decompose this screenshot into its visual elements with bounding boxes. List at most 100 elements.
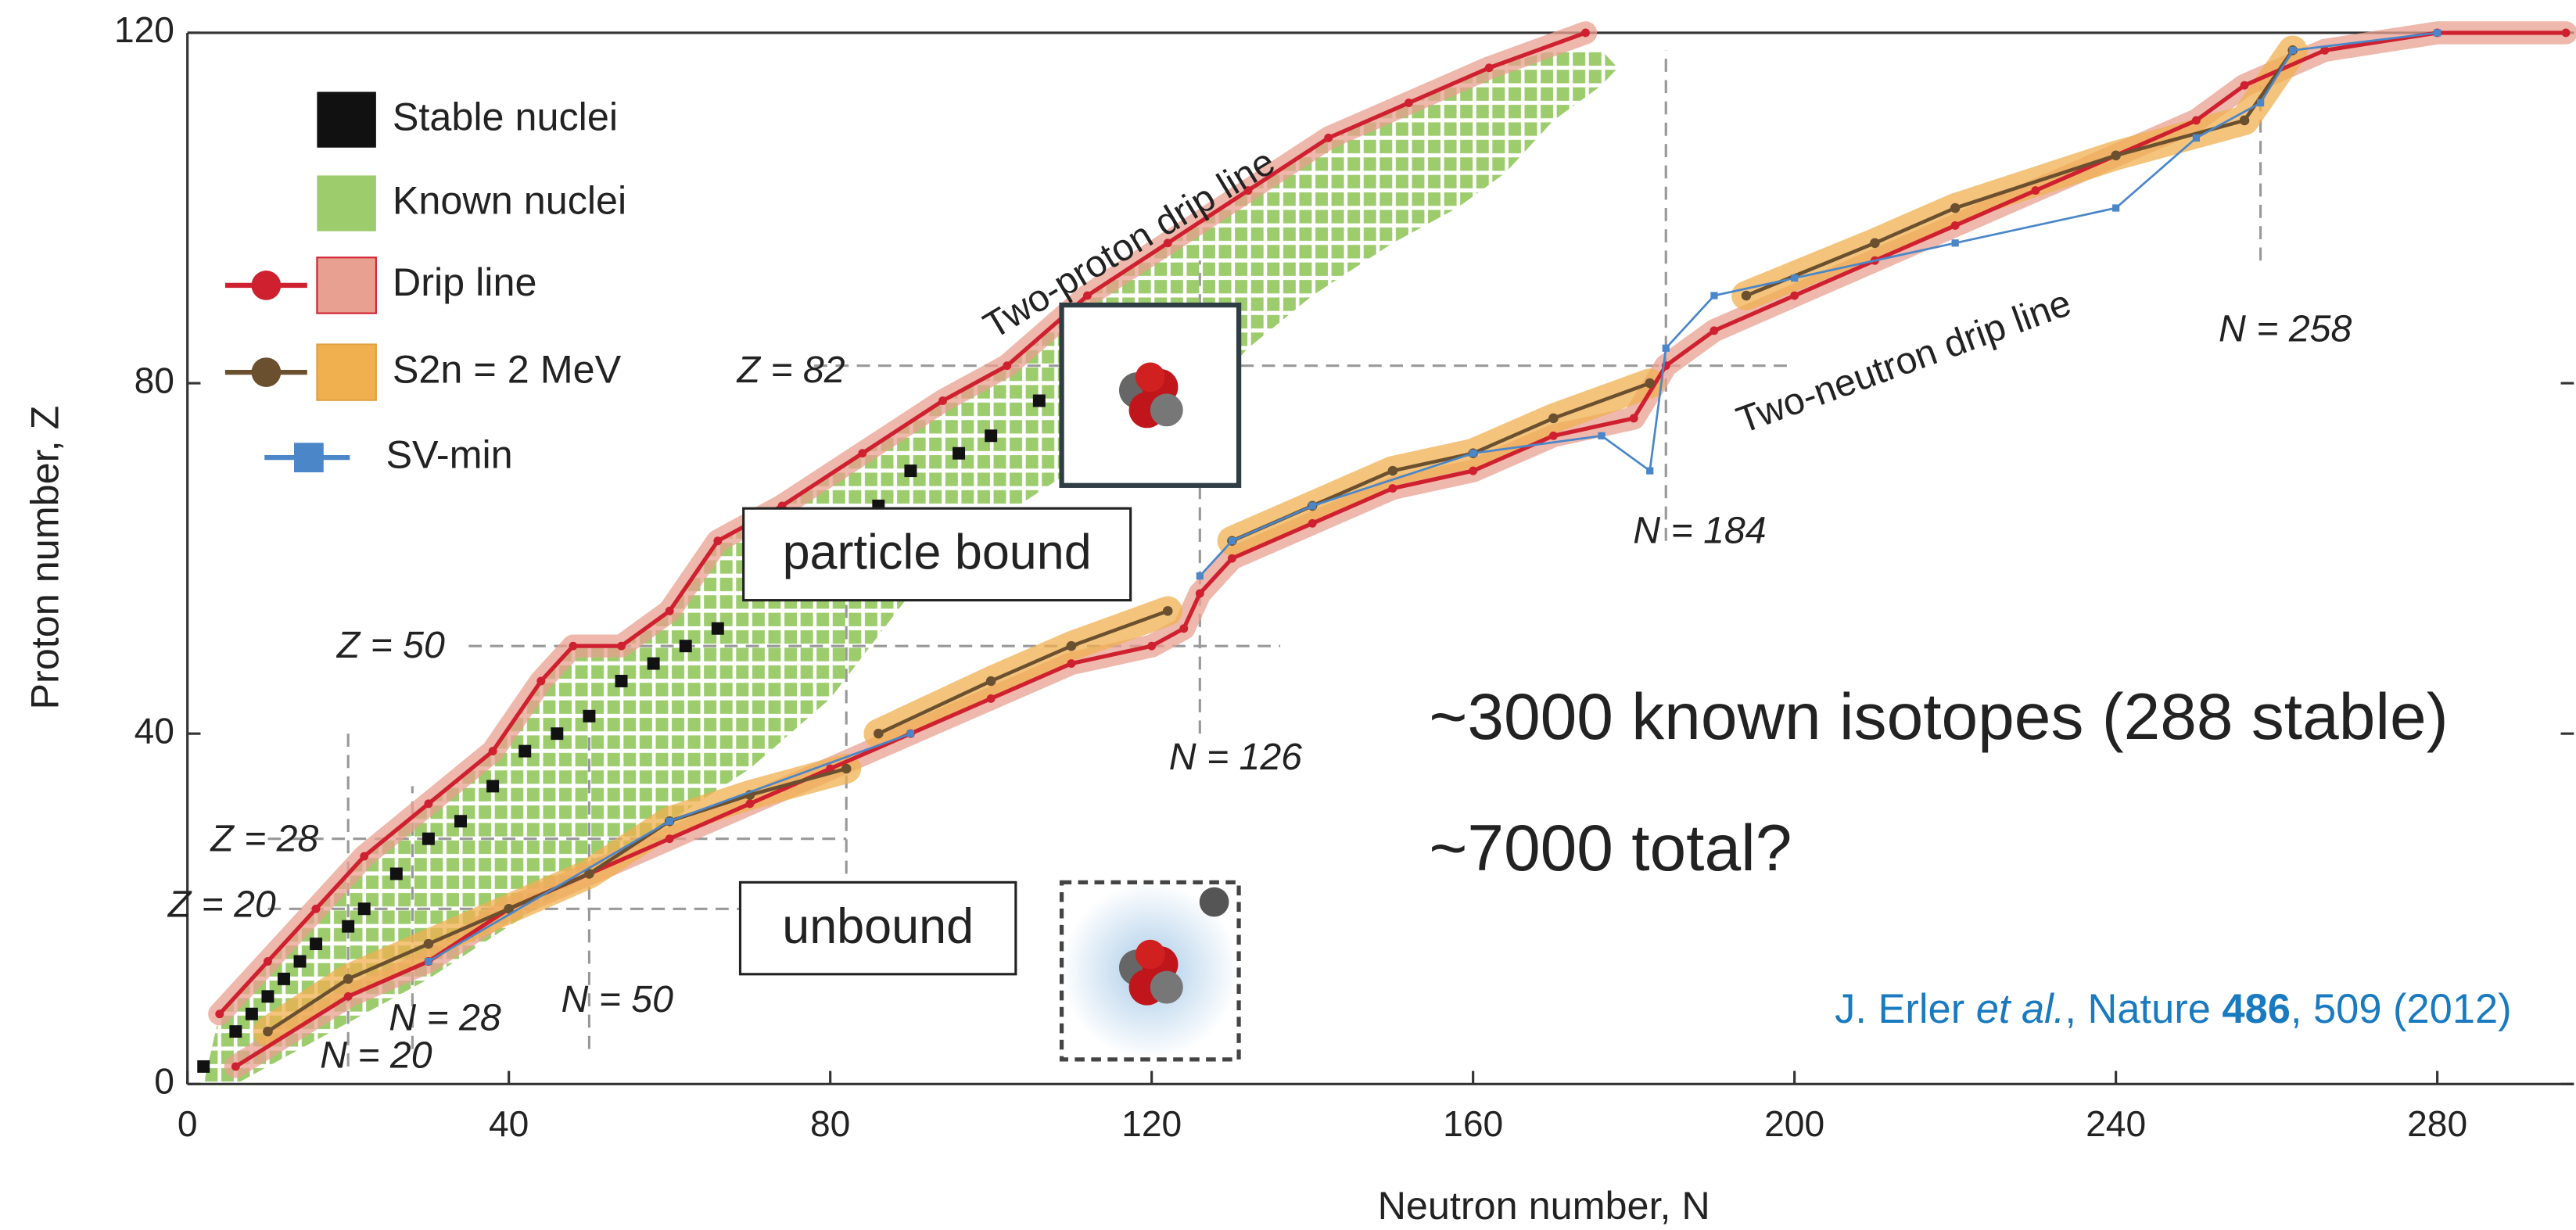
point (986, 694, 996, 703)
point (1066, 640, 1077, 651)
point (454, 815, 468, 828)
y-tick-label: 80 (135, 360, 174, 400)
point (1469, 466, 1478, 475)
point (422, 832, 435, 845)
point (985, 676, 996, 687)
point (615, 675, 628, 687)
point (2434, 29, 2441, 37)
point (1629, 414, 1638, 423)
point (1950, 203, 1961, 213)
magic-n-label: N = 28 (389, 996, 501, 1038)
unbound-atom (1118, 887, 1229, 1006)
point (1388, 484, 1397, 493)
magic-n-label: N = 20 (320, 1035, 432, 1077)
point (1710, 292, 1718, 299)
point (985, 429, 998, 443)
point (1387, 465, 1398, 476)
magic-z-label: Z = 28 (210, 818, 318, 860)
point (953, 446, 966, 460)
point (584, 869, 594, 879)
legend-label: Known nuclei (393, 178, 626, 222)
legend-swatch (316, 256, 377, 314)
point (1162, 606, 1173, 616)
point (1308, 502, 1316, 510)
point (1548, 431, 1558, 440)
point (583, 709, 596, 723)
point (1710, 326, 1719, 335)
point (711, 622, 724, 635)
legend-swatch (317, 175, 376, 231)
legend-marker (251, 271, 282, 300)
point (1003, 361, 1012, 371)
point (874, 728, 884, 739)
point (1405, 99, 1413, 108)
point (2289, 46, 2297, 54)
point (310, 938, 323, 951)
x-tick-label: 0 (178, 1103, 198, 1144)
bound-atom (1118, 362, 1183, 429)
point (1032, 394, 1046, 407)
point (425, 957, 432, 966)
point (389, 867, 403, 880)
point (647, 657, 660, 670)
point (1179, 624, 1189, 633)
legend-label: Stable nuclei (393, 94, 618, 138)
x-tick-label: 160 (1443, 1103, 1503, 1144)
x-tick-label: 120 (1121, 1103, 1182, 1144)
point (278, 972, 290, 985)
point (197, 1060, 210, 1073)
point (1645, 378, 1655, 389)
point (2111, 150, 2121, 161)
point (1163, 238, 1172, 248)
label-box (738, 880, 1017, 976)
point (1228, 537, 1236, 545)
point (1870, 238, 1880, 249)
note: ~3000 known isotopes (288 stable) (1429, 680, 2448, 753)
point (1195, 589, 1204, 598)
point (666, 817, 673, 825)
note: ~7000 total? (1429, 811, 1792, 884)
point (1308, 518, 1317, 528)
magic-z-label: Z = 82 (736, 349, 845, 391)
point (1951, 239, 1959, 247)
point (713, 536, 723, 546)
magic-n-label: N = 50 (561, 978, 673, 1020)
point (1147, 641, 1157, 651)
x-tick-label: 80 (810, 1103, 850, 1144)
citation-volume: 486 (2222, 987, 2290, 1032)
point (1646, 467, 1654, 475)
magic-n-label: N = 258 (2219, 307, 2352, 350)
point (1083, 291, 1092, 300)
point (343, 974, 353, 984)
point (617, 641, 626, 651)
point (342, 920, 355, 933)
point (215, 1009, 224, 1019)
bound-atom-frame (1059, 302, 1242, 488)
point (1469, 450, 1477, 457)
point (488, 747, 497, 756)
point (1548, 413, 1559, 424)
point (2320, 45, 2330, 55)
point (1950, 221, 1960, 230)
point (2191, 116, 2201, 125)
point (679, 640, 692, 653)
citation-authors: J. Erler (1835, 987, 1976, 1032)
y-tick-label: 40 (135, 710, 174, 751)
point (1581, 28, 1590, 38)
point (231, 1062, 240, 1071)
legend-swatch (316, 343, 377, 401)
magic-z-label: Z = 20 (167, 884, 276, 926)
point (518, 744, 532, 758)
label-box (742, 507, 1132, 602)
point (2561, 28, 2571, 38)
point (423, 938, 434, 949)
point (1741, 290, 1752, 301)
legend-label: SV-min (386, 432, 512, 476)
point (360, 852, 369, 861)
point (245, 1007, 258, 1020)
citation-journal: , Nature (2065, 987, 2222, 1032)
citation-etal: et al. (1976, 987, 2065, 1032)
y-tick-label: 0 (154, 1061, 174, 1102)
